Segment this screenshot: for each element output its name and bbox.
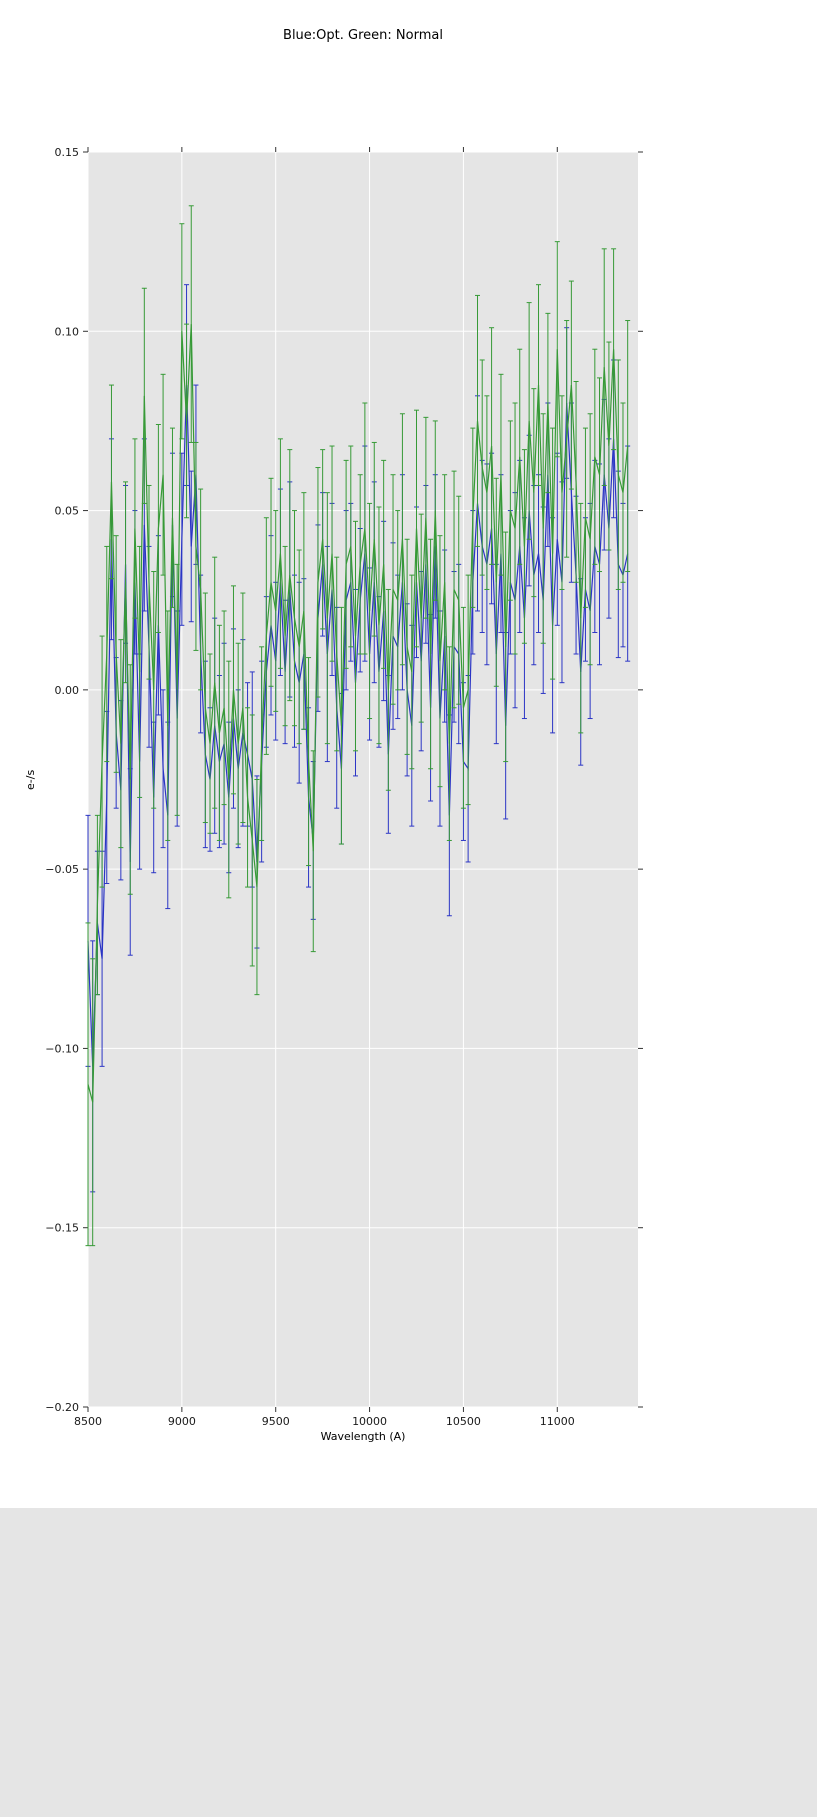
y-tick-label: 0.05 bbox=[55, 505, 80, 518]
y-axis-label: e-/s bbox=[24, 769, 37, 791]
bottom-gray-region bbox=[0, 1508, 817, 1817]
x-tick-label: 11000 bbox=[540, 1415, 575, 1428]
x-tick-label: 9000 bbox=[168, 1415, 196, 1428]
series-line bbox=[87, 385, 629, 1067]
x-tick-label: 9500 bbox=[262, 1415, 290, 1428]
x-axis-label: Wavelength (A) bbox=[320, 1430, 406, 1443]
y-tick-label: −0.20 bbox=[45, 1401, 79, 1414]
y-tick-label: −0.05 bbox=[45, 863, 79, 876]
chart-title: Blue:Opt. Green: Normal bbox=[283, 28, 443, 43]
y-tick-label: 0.00 bbox=[55, 684, 80, 697]
x-tick-label: 8500 bbox=[74, 1415, 102, 1428]
x-tick-label: 10500 bbox=[446, 1415, 481, 1428]
y-tick-label: 0.15 bbox=[55, 146, 80, 159]
plot-area bbox=[88, 152, 638, 1407]
y-tick-label: −0.15 bbox=[45, 1222, 79, 1235]
series-line bbox=[87, 324, 629, 1103]
y-tick-label: −0.10 bbox=[45, 1042, 79, 1055]
y-tick-label: 0.10 bbox=[55, 325, 80, 338]
x-tick-label: 10000 bbox=[352, 1415, 387, 1428]
